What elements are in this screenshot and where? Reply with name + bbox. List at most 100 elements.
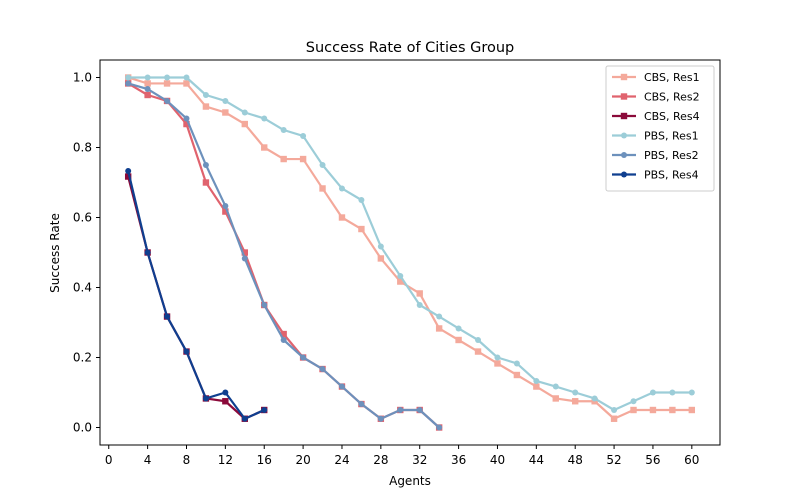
legend-marker xyxy=(621,132,627,139)
legend-item: PBS, Res2 xyxy=(612,149,699,162)
data-point xyxy=(280,127,287,133)
legend-label: CBS, Res1 xyxy=(644,71,700,84)
data-point xyxy=(202,103,210,110)
data-point xyxy=(377,243,384,250)
x-tick-label: 24 xyxy=(334,453,349,467)
data-point xyxy=(183,115,190,122)
y-axis-label: Success Rate xyxy=(48,213,62,293)
x-tick-label: 36 xyxy=(451,453,466,467)
data-point xyxy=(688,389,695,396)
data-point xyxy=(202,162,209,168)
data-point xyxy=(144,86,151,93)
series-pbs-res1 xyxy=(125,74,695,413)
data-point xyxy=(436,424,443,431)
data-point xyxy=(300,132,307,139)
legend-item: CBS, Res4 xyxy=(612,110,700,123)
data-point xyxy=(494,354,501,361)
y-tick-label: 0.6 xyxy=(73,211,92,225)
data-point xyxy=(261,302,268,308)
data-point xyxy=(222,389,229,396)
series-line xyxy=(128,76,692,412)
data-point xyxy=(144,249,151,256)
data-point xyxy=(164,97,171,104)
series-cbs-res1 xyxy=(124,74,696,422)
legend-item: PBS, Res4 xyxy=(612,169,699,182)
data-point xyxy=(164,313,171,320)
series-line xyxy=(127,170,265,420)
data-point xyxy=(377,255,385,262)
data-point xyxy=(280,155,287,163)
data-point xyxy=(436,313,443,320)
data-point xyxy=(241,415,248,422)
x-axis: 0 4 8 12 16 20 24 28 32 36 40 44 48 52 56 60 xyxy=(105,445,699,467)
data-point xyxy=(300,354,307,361)
x-axis-label: Agents xyxy=(389,474,431,488)
series-line xyxy=(127,76,692,420)
data-point xyxy=(125,74,132,81)
data-point xyxy=(416,407,423,413)
data-point xyxy=(261,144,268,151)
data-point xyxy=(397,272,404,279)
data-point xyxy=(202,395,209,402)
legend-marker xyxy=(620,73,628,81)
data-point xyxy=(513,360,520,367)
data-point xyxy=(125,167,132,174)
data-point xyxy=(299,155,307,163)
data-point xyxy=(183,120,190,128)
data-point xyxy=(144,91,151,99)
legend-marker xyxy=(620,112,628,120)
data-point xyxy=(319,162,326,168)
legend-item: PBS, Res1 xyxy=(612,130,699,143)
legend: CBS, Res1 CBS, Res2 CBS, Res4 PBS, Res1 PBS,… xyxy=(605,65,715,192)
data-point xyxy=(124,173,132,180)
data-point xyxy=(435,325,443,332)
data-point xyxy=(552,383,559,390)
data-point xyxy=(533,383,540,390)
data-point xyxy=(261,407,268,413)
data-point xyxy=(358,225,365,233)
legend-item: CBS, Res1 xyxy=(612,71,700,84)
y-tick-label: 1.0 xyxy=(73,71,92,85)
legend-label: PBS, Res1 xyxy=(644,130,699,143)
x-tick-label: 52 xyxy=(606,453,621,467)
data-point xyxy=(552,395,559,402)
data-point xyxy=(669,406,676,414)
data-point xyxy=(630,406,637,414)
data-point xyxy=(222,109,229,116)
data-point xyxy=(474,348,482,355)
x-tick-label: 32 xyxy=(412,453,427,467)
data-point xyxy=(513,371,521,379)
series-pbs-res2 xyxy=(125,80,443,431)
x-tick-label: 44 xyxy=(529,453,544,467)
legend-item: CBS, Res2 xyxy=(612,91,700,104)
data-point xyxy=(475,337,482,343)
legend-label: CBS, Res2 xyxy=(644,91,700,104)
y-axis: 0.0 0.2 0.4 0.6 0.8 1.0 xyxy=(73,71,100,435)
x-tick-label: 20 xyxy=(295,453,310,467)
data-point xyxy=(338,185,345,192)
x-tick-label: 16 xyxy=(257,453,272,467)
data-point xyxy=(630,398,637,405)
data-point xyxy=(183,74,190,81)
series-pbs-res4 xyxy=(125,167,268,422)
data-point xyxy=(125,80,132,87)
data-point xyxy=(319,366,326,373)
data-point xyxy=(280,330,287,338)
data-point xyxy=(183,348,190,355)
data-point xyxy=(164,74,171,81)
data-point xyxy=(610,415,618,422)
data-point xyxy=(222,398,229,405)
x-tick-label: 12 xyxy=(218,453,233,467)
data-point xyxy=(338,383,345,390)
y-tick-label: 0.4 xyxy=(73,281,92,295)
legend-marker xyxy=(621,152,627,158)
legend-marker xyxy=(620,93,628,100)
x-tick-label: 60 xyxy=(684,453,699,467)
data-point xyxy=(319,185,326,192)
data-point xyxy=(222,97,229,104)
legend-label: CBS, Res4 xyxy=(644,110,700,123)
data-point xyxy=(144,80,151,87)
data-point xyxy=(572,389,579,396)
data-point xyxy=(669,389,676,396)
data-point xyxy=(241,120,248,128)
